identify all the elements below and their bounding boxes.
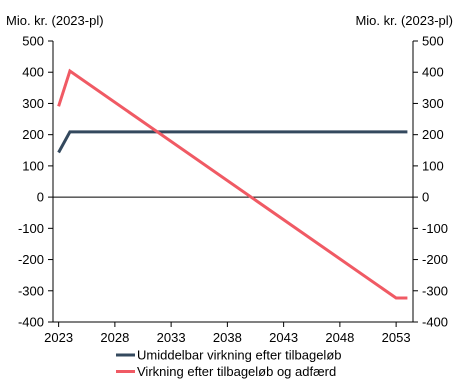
y-tick-label-right: 500 xyxy=(422,34,444,49)
x-tick-label: 2053 xyxy=(382,330,411,345)
y-tick-label-left: -200 xyxy=(18,252,44,267)
y-tick-label-left: -300 xyxy=(18,283,44,298)
x-tick-label: 2048 xyxy=(325,330,354,345)
x-tick-label: 2028 xyxy=(100,330,129,345)
x-tick-label: 2038 xyxy=(213,330,242,345)
y-tick-label-left: -100 xyxy=(18,221,44,236)
y-tick-label-right: 0 xyxy=(422,190,429,205)
y-tick-label-right: -100 xyxy=(422,221,448,236)
y-tick-label-right: 300 xyxy=(422,96,444,111)
y-tick-label-left: 100 xyxy=(22,158,44,173)
series-line-1 xyxy=(57,130,408,154)
x-tick-label: 2043 xyxy=(269,330,298,345)
y-tick-label-left: 200 xyxy=(22,127,44,142)
y-tick-label-right: 400 xyxy=(422,65,444,80)
legend-label-2: Virkning efter tilbageløb og adfærd xyxy=(137,364,336,379)
legend-label-1: Umiddelbar virkning efter tilbageløb xyxy=(137,348,341,363)
y-tick-label-right: 100 xyxy=(422,158,444,173)
y-axis-unit-right: Mio. kr. (2023-pl) xyxy=(355,13,453,28)
y-tick-label-right: 200 xyxy=(422,127,444,142)
y-tick-label-left: 500 xyxy=(22,34,44,49)
legend: Umiddelbar virkning efter tilbageløbVirk… xyxy=(116,348,341,379)
y-tick-label-right: -300 xyxy=(422,283,448,298)
y-tick-label-left: 300 xyxy=(22,96,44,111)
y-tick-label-left: 0 xyxy=(37,190,44,205)
x-tick-label: 2033 xyxy=(157,330,186,345)
y-tick-label-right: -400 xyxy=(422,315,448,330)
y-axis-unit-left: Mio. kr. (2023-pl) xyxy=(6,13,104,28)
y-tick-label-left: -400 xyxy=(18,315,44,330)
x-tick-label: 2023 xyxy=(44,330,73,345)
series-line-2 xyxy=(57,68,408,300)
y-tick-label-left: 400 xyxy=(22,65,44,80)
y-tick-label-right: -200 xyxy=(422,252,448,267)
plot-area: -400 -400 -300 -300 -200 -200 -100 -100 0 0 100 100… xyxy=(18,34,448,346)
